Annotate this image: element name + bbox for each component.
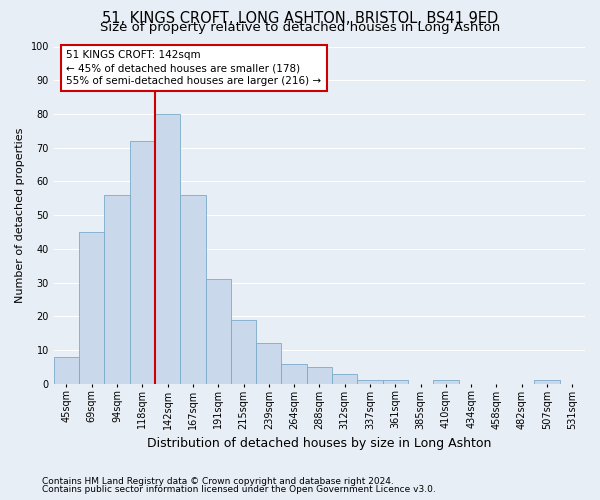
Bar xyxy=(104,195,130,384)
Bar xyxy=(383,380,408,384)
Bar xyxy=(130,141,155,384)
Bar xyxy=(206,279,231,384)
Bar xyxy=(535,380,560,384)
Bar xyxy=(281,364,307,384)
Bar xyxy=(79,232,104,384)
Text: Contains public sector information licensed under the Open Government Licence v3: Contains public sector information licen… xyxy=(42,485,436,494)
Bar xyxy=(54,357,79,384)
Bar xyxy=(433,380,458,384)
Text: 51, KINGS CROFT, LONG ASHTON, BRISTOL, BS41 9ED: 51, KINGS CROFT, LONG ASHTON, BRISTOL, B… xyxy=(102,11,498,26)
Text: 51 KINGS CROFT: 142sqm
← 45% of detached houses are smaller (178)
55% of semi-de: 51 KINGS CROFT: 142sqm ← 45% of detached… xyxy=(67,50,322,86)
Text: Size of property relative to detached houses in Long Ashton: Size of property relative to detached ho… xyxy=(100,22,500,35)
Bar xyxy=(332,374,358,384)
Y-axis label: Number of detached properties: Number of detached properties xyxy=(15,128,25,303)
Bar xyxy=(307,367,332,384)
Bar xyxy=(231,320,256,384)
Bar xyxy=(155,114,180,384)
Bar xyxy=(256,344,281,384)
Bar xyxy=(180,195,206,384)
Bar xyxy=(358,380,383,384)
Text: Contains HM Land Registry data © Crown copyright and database right 2024.: Contains HM Land Registry data © Crown c… xyxy=(42,477,394,486)
X-axis label: Distribution of detached houses by size in Long Ashton: Distribution of detached houses by size … xyxy=(147,437,491,450)
